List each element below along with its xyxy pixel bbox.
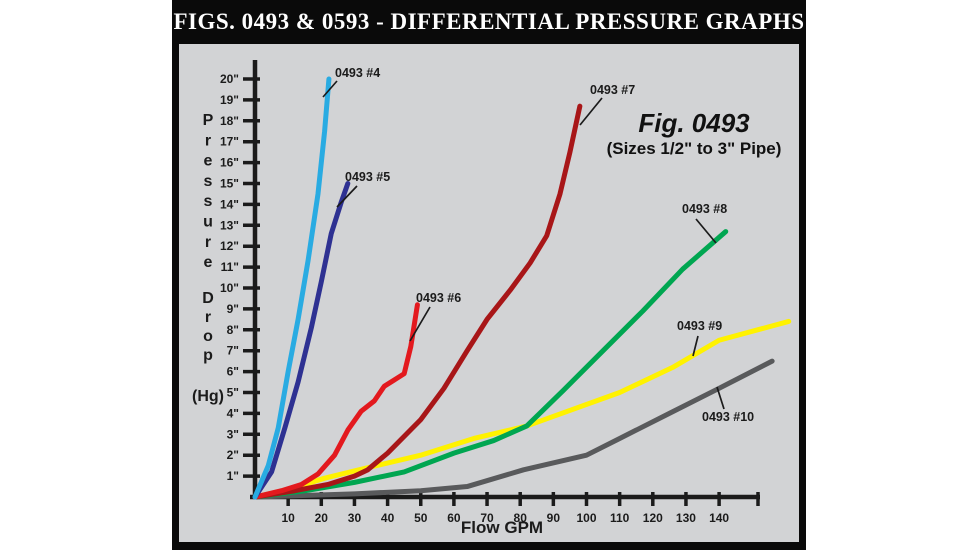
y-axis-title-letter: p — [203, 347, 213, 364]
curve-label-leader — [322, 80, 338, 98]
pressure-flow-chart: 10 20 30 40 50 60 70 80 90 100 110 120 130 140 1" 2" 3" 4… — [192, 60, 792, 537]
y-axis-title-letter: P — [203, 112, 214, 129]
curve-label-leader — [716, 386, 725, 410]
x-tick-label: 50 — [414, 511, 428, 525]
curve-label: 0493 #9 — [677, 319, 722, 333]
curve-label-leader — [695, 218, 717, 244]
curve-label-leader — [409, 306, 431, 342]
y-tick-label: 20" — [220, 72, 239, 86]
x-tick-label: 40 — [381, 511, 395, 525]
y-tick-label: 15" — [220, 177, 239, 191]
curve-label: 0493 #7 — [590, 83, 635, 97]
y-tick-label: 11" — [221, 260, 239, 274]
y-tick-label: 5" — [227, 386, 239, 400]
curve-0493-10 — [252, 358, 775, 500]
y-tick-label: 3" — [227, 427, 239, 441]
curve-0493-6 — [252, 302, 420, 500]
figure-name: Fig. 0493 — [638, 108, 750, 138]
curve-label-leader — [692, 335, 699, 357]
x-tick-label: 10 — [281, 511, 295, 525]
y-axis-title-letter: r — [205, 132, 211, 149]
title-bar: FIGS. 0493 & 0593 - DIFFERENTIAL PRESSUR… — [172, 0, 806, 44]
curve-0493-8 — [252, 229, 729, 500]
chart-area: 10 20 30 40 50 60 70 80 90 100 110 120 130 140 1" 2" 3" 4… — [179, 44, 799, 542]
curve-0493-7 — [252, 103, 583, 500]
y-tick-label: 2" — [227, 448, 239, 462]
y-tick-label: 10" — [220, 281, 239, 295]
page-title: FIGS. 0493 & 0593 - DIFFERENTIAL PRESSUR… — [173, 9, 805, 34]
curve-label-leader — [336, 185, 358, 208]
curve-label: 0493 #4 — [335, 66, 380, 80]
x-tick-label: 30 — [348, 511, 362, 525]
y-tick-label: 4" — [227, 406, 239, 420]
curve-label: 0493 #6 — [416, 291, 461, 305]
y-tick-label: 1" — [227, 469, 239, 483]
x-tick-label: 80 — [514, 511, 528, 525]
y-axis-title-letter: s — [204, 193, 213, 210]
x-tick-label: 110 — [610, 511, 630, 525]
x-axis-title: Flow GPM — [461, 518, 543, 537]
y-tick-label: 8" — [227, 323, 239, 337]
y-axis-title-letter: u — [203, 214, 213, 231]
curve-0493-9 — [252, 318, 792, 500]
curve-0493-5 — [252, 181, 351, 500]
y-tick-label: 13" — [220, 218, 239, 232]
figure-panel: FIGS. 0493 & 0593 - DIFFERENTIAL PRESSUR… — [172, 0, 806, 550]
y-tick-label: 14" — [220, 197, 239, 211]
x-tick-label: 140 — [709, 511, 729, 525]
x-tick-label: 100 — [576, 511, 596, 525]
y-tick-label: 9" — [227, 302, 239, 316]
curve-label: 0493 #5 — [345, 170, 390, 184]
curve-label: 0493 #8 — [682, 202, 727, 216]
y-tick-label: 12" — [220, 239, 239, 253]
y-axis-title-letter: D — [202, 290, 214, 307]
y-axis-title-letter: s — [204, 173, 213, 190]
y-tick-label: 16" — [220, 156, 239, 170]
y-axis-title-letter: r — [205, 234, 211, 251]
y-axis-title-letter: o — [203, 328, 213, 345]
y-tick-label: 7" — [227, 344, 239, 358]
curve-0493-4 — [252, 76, 332, 500]
x-tick-label: 90 — [547, 511, 561, 525]
y-axis-unit-label: (Hg) — [192, 388, 224, 405]
y-axis-title-letter: e — [204, 254, 213, 271]
y-tick-label: 17" — [220, 135, 239, 149]
x-tick-label: 130 — [676, 511, 696, 525]
y-tick-label: 18" — [220, 114, 239, 128]
y-axis-title-letter: e — [204, 153, 213, 170]
curve-label-leader — [579, 97, 603, 126]
x-tick-label: 60 — [447, 511, 461, 525]
y-tick-label: 19" — [220, 93, 239, 107]
curve-label: 0493 #10 — [702, 410, 754, 424]
x-tick-label: 70 — [480, 511, 494, 525]
x-tick-label: 20 — [315, 511, 329, 525]
y-tick-label: 6" — [227, 365, 239, 379]
x-tick-label: 120 — [643, 511, 663, 525]
figure-subtitle: (Sizes 1/2" to 3" Pipe) — [607, 139, 782, 158]
y-axis-title-letter: r — [205, 309, 211, 326]
